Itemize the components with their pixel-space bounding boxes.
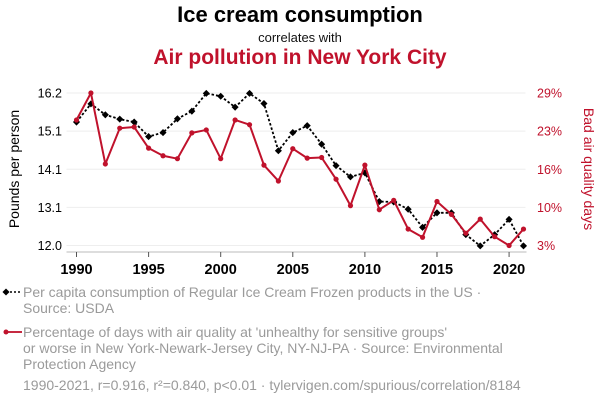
data-point-air-pollution <box>88 90 94 96</box>
x-tick-label: 2010 <box>349 262 381 278</box>
data-point-air-pollution <box>391 197 397 203</box>
data-point-ice-cream <box>318 140 326 148</box>
data-point-air-pollution <box>362 162 368 168</box>
y-tick-label-left: 14.1 <box>38 163 62 177</box>
data-point-air-pollution <box>218 156 224 162</box>
y-tick-label-right: 23% <box>537 125 562 139</box>
data-point-ice-cream <box>130 118 138 126</box>
x-tick-label: 1995 <box>132 262 164 278</box>
data-point-ice-cream <box>519 242 528 250</box>
data-point-ice-cream <box>159 129 167 137</box>
data-point-air-pollution <box>419 234 426 240</box>
data-point-air-pollution <box>477 216 483 222</box>
data-point-ice-cream <box>245 89 254 97</box>
series-air-pollution <box>73 90 527 249</box>
y-tick-label-left: 13.1 <box>38 201 62 215</box>
series-line-ice-cream <box>75 92 525 248</box>
data-point-air-pollution <box>145 145 152 151</box>
data-point-ice-cream <box>173 115 181 123</box>
legend-marker-dotted-diamond-icon <box>2 288 22 296</box>
legend-text-line: Source: USDA <box>23 300 115 316</box>
data-point-ice-cream <box>346 173 355 181</box>
data-point-ice-cream <box>476 242 484 250</box>
data-point-air-pollution <box>102 161 108 167</box>
data-point-ice-cream <box>231 103 239 111</box>
data-point-ice-cream <box>188 107 196 115</box>
data-point-air-pollution <box>492 234 498 240</box>
data-point-air-pollution <box>246 122 253 128</box>
data-point-air-pollution <box>463 230 469 236</box>
data-point-ice-cream <box>433 209 441 217</box>
data-point-ice-cream <box>260 99 268 108</box>
x-tick-label: 2005 <box>277 262 309 278</box>
legend-text-line: or worse in New York-Newark-Jersey City,… <box>23 340 503 356</box>
data-point-air-pollution <box>174 156 181 162</box>
data-point-air-pollution <box>506 242 512 249</box>
x-tick-label: 2000 <box>205 262 237 278</box>
data-point-ice-cream <box>289 129 297 137</box>
data-point-air-pollution <box>333 176 339 182</box>
axes: 16.2 15.1 14.1 13.1 12.0 29% 23% 16% 10% 3% 1990 19… <box>38 87 562 279</box>
data-point-air-pollution <box>520 226 527 232</box>
y-axis-label-left: Pounds per person <box>6 110 22 228</box>
data-point-ice-cream <box>202 89 210 97</box>
line-chart: 16.2 15.1 14.1 13.1 12.0 29% 23% 16% 10% 3% 1990 19… <box>6 87 597 279</box>
y-tick-label-right: 10% <box>537 201 562 215</box>
y-tick-label-right: 16% <box>537 163 562 177</box>
y-tick-label-right: 29% <box>537 87 562 101</box>
data-point-ice-cream <box>303 122 311 130</box>
data-point-air-pollution <box>160 153 166 159</box>
data-point-air-pollution <box>261 162 267 168</box>
y-tick-label-left: 16.2 <box>38 87 62 101</box>
data-point-air-pollution <box>304 155 310 161</box>
legend-text-line: Per capita consumption of Regular Ice Cr… <box>23 284 482 300</box>
data-point-ice-cream <box>419 223 427 231</box>
data-point-air-pollution <box>376 207 382 213</box>
y-axis-label-right: Bad air quality days <box>581 108 597 230</box>
legend-marker-solid-circle-icon <box>3 329 22 335</box>
x-tick-label: 2020 <box>493 262 525 278</box>
data-point-air-pollution <box>347 203 354 209</box>
x-tick-label: 1990 <box>60 262 92 278</box>
data-point-air-pollution <box>189 130 195 136</box>
data-point-air-pollution <box>405 226 411 232</box>
data-point-air-pollution <box>73 117 80 123</box>
data-point-air-pollution <box>434 198 440 205</box>
data-point-air-pollution <box>275 178 281 184</box>
series-line-air-pollution <box>75 92 525 247</box>
data-point-ice-cream <box>116 115 124 123</box>
data-point-air-pollution <box>319 154 325 161</box>
data-point-ice-cream <box>101 111 109 119</box>
x-tick-label: 2015 <box>421 262 453 278</box>
data-point-air-pollution <box>117 125 123 131</box>
y-tick-label-right: 3% <box>537 239 555 253</box>
legend-text-line: Percentage of days with air quality at '… <box>23 324 448 340</box>
data-point-ice-cream <box>217 92 225 100</box>
data-point-ice-cream <box>274 147 282 155</box>
data-point-air-pollution <box>448 211 455 218</box>
data-point-ice-cream <box>332 162 340 170</box>
data-point-air-pollution <box>290 146 296 152</box>
y-tick-label-left: 12.0 <box>38 239 62 253</box>
footer-stats: 1990-2021, r=0.916, r²=0.840, p<0.01 · t… <box>23 377 521 393</box>
chart-title-secondary: Air pollution in New York City <box>153 46 447 69</box>
chart-title: Ice cream consumption <box>177 2 423 27</box>
data-point-air-pollution <box>203 127 209 133</box>
data-point-ice-cream <box>505 215 513 223</box>
data-point-ice-cream <box>404 205 412 213</box>
chart-subtitle: correlates with <box>258 30 342 45</box>
y-tick-label-left: 15.1 <box>38 125 62 139</box>
data-point-air-pollution <box>131 124 137 130</box>
data-point-ice-cream <box>145 133 153 141</box>
data-point-air-pollution <box>232 117 238 123</box>
legend-text-line: Protection Agency <box>23 356 136 372</box>
